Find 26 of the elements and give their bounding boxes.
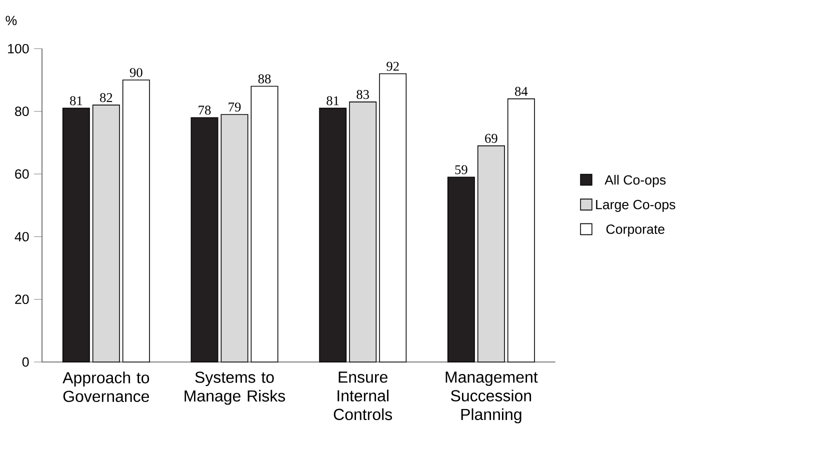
- x-tick-label: Management Succession Planning: [446, 372, 538, 424]
- x-tick-label: Ensure Internal Controls: [334, 372, 392, 420]
- data-label: 83: [356, 90, 369, 99]
- data-label: 78: [198, 106, 211, 115]
- legend-label: Corporate: [606, 224, 664, 237]
- data-label: 81: [326, 96, 339, 106]
- y-tick-label: 100: [8, 44, 29, 54]
- y-tick-label: 80: [15, 106, 29, 116]
- legend-label: All Co-ops: [604, 174, 666, 188]
- data-label: 92: [386, 62, 399, 71]
- y-tick-label: 0: [22, 357, 29, 367]
- x-tick-label: Approach to Governance: [62, 372, 150, 402]
- data-label: 69: [485, 134, 498, 143]
- x-tick-label: Systems to Manage Risks: [184, 372, 286, 405]
- y-tick-label: 20: [15, 294, 29, 304]
- data-label: 84: [515, 86, 528, 96]
- data-label: 88: [258, 74, 271, 84]
- data-label: 82: [100, 93, 112, 102]
- data-label: 59: [455, 165, 468, 174]
- y-tick-label: 40: [14, 232, 29, 242]
- y-tick-label: 60: [15, 169, 29, 179]
- data-label: 79: [228, 102, 241, 112]
- legend-label: Large Co-ops: [596, 200, 676, 212]
- y-axis-title: %: [6, 16, 17, 26]
- data-label: 90: [130, 68, 142, 78]
- data-label: 81: [70, 96, 82, 106]
